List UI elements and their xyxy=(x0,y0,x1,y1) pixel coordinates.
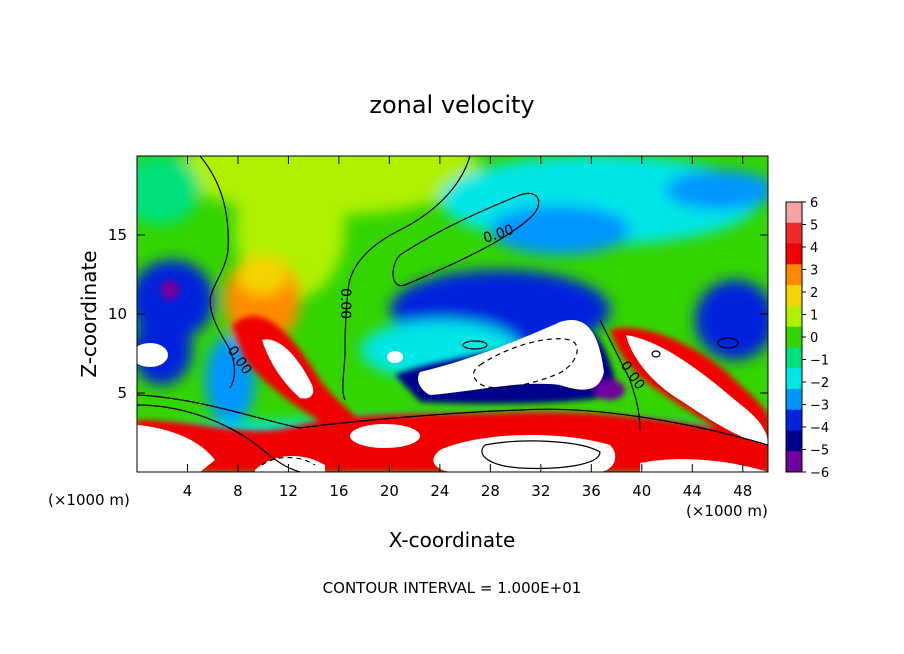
x-tick-label: 28 xyxy=(481,482,500,500)
white-region-bottom-mid xyxy=(350,424,420,448)
x-tick-label: 12 xyxy=(279,482,298,500)
colorbar-swatch xyxy=(786,243,802,265)
small-loop-right xyxy=(717,337,739,349)
colorbar-swatch xyxy=(786,430,802,452)
colorbar-label: 6 xyxy=(810,196,818,211)
x-tick-label: 16 xyxy=(329,482,348,500)
colorbar-label: 5 xyxy=(810,219,818,234)
colorbar-label: −5 xyxy=(810,444,829,459)
chart-title: zonal velocity xyxy=(369,91,534,119)
white-region-left-diagonal xyxy=(262,339,314,399)
upper-right-light-blue xyxy=(490,205,630,255)
zero-contour-center xyxy=(342,156,471,401)
white-region-right xyxy=(626,335,768,445)
dashed-loop-bottom xyxy=(261,456,316,466)
colorbar-swatch xyxy=(786,388,802,411)
small-loop-center xyxy=(462,340,488,350)
colorbar-label: 2 xyxy=(810,286,818,301)
x-axis: 4 8 12 16 20 24 28 32 36 40 44 48 xyxy=(183,156,752,500)
colorbar-label: −3 xyxy=(810,399,829,414)
white-region-bottom-left xyxy=(137,425,215,472)
colorbar-swatch xyxy=(786,347,802,369)
x-tick-label: 24 xyxy=(430,482,449,500)
colorbar-label: −6 xyxy=(810,466,829,481)
center-purple-spot xyxy=(595,380,625,400)
contour-interval-note: CONTOUR INTERVAL = 1.000E+01 xyxy=(323,579,582,597)
upper-right-blue xyxy=(665,170,768,210)
white-region-bottom-center xyxy=(433,434,616,472)
dashed-loop-center xyxy=(472,338,578,389)
colorbar-swatch xyxy=(786,368,802,390)
x-tick-label: 44 xyxy=(683,482,702,500)
x-tick-label: 8 xyxy=(233,482,243,500)
x-tick-label: 48 xyxy=(733,482,752,500)
white-region-small-center xyxy=(387,351,403,363)
colorbar-swatch xyxy=(786,285,802,307)
colorbar-swatch xyxy=(786,305,802,328)
x-tick-label: 40 xyxy=(632,482,651,500)
colorbar-swatch xyxy=(786,451,802,473)
x-axis-label: X-coordinate xyxy=(389,528,516,552)
small-loop-tiny xyxy=(651,350,661,358)
y-axis: 5 10 15 xyxy=(108,226,768,402)
contour-lines xyxy=(137,156,768,472)
zero-contour-right xyxy=(599,319,641,431)
white-region-far-left xyxy=(137,343,168,367)
y-tick-label: 10 xyxy=(108,305,127,323)
solid-loop-bottom-center xyxy=(481,440,601,469)
colorbar-swatch xyxy=(786,264,802,286)
velocity-field xyxy=(137,156,768,472)
colorbar: 6 5 4 3 2 1 0 −1 −2 −3 −4 −5 −6 xyxy=(785,196,829,481)
white-region-right-edge xyxy=(640,459,768,472)
zero-contour-lower-band2 xyxy=(137,404,301,472)
zero-contour-lower-band xyxy=(137,394,768,446)
mid-left-cyan xyxy=(205,335,255,425)
colorbar-label: 0 xyxy=(810,331,818,346)
y-tick-label: 5 xyxy=(117,384,127,402)
y-tick-label: 15 xyxy=(108,226,127,244)
colorbar-label: 3 xyxy=(810,264,818,279)
upper-left-cyan xyxy=(137,156,200,225)
colorbar-swatch xyxy=(786,326,802,348)
colorbar-swatch xyxy=(786,409,802,431)
contour-label-2: 0.00 xyxy=(337,288,353,319)
colorbar-swatch xyxy=(786,222,802,245)
x-tick-label: 32 xyxy=(531,482,550,500)
zero-contour-upper-loop xyxy=(392,192,540,287)
x-unit-left: (×1000 m) xyxy=(48,491,130,509)
y-axis-label: Z-coordinate xyxy=(77,250,101,377)
colorbar-label: 1 xyxy=(810,309,818,324)
colorbar-label: 4 xyxy=(810,241,818,256)
colorbar-swatch xyxy=(786,202,802,224)
right-blue-region xyxy=(695,280,768,360)
x-unit-right: (×1000 m) xyxy=(686,502,768,520)
colorbar-label: −1 xyxy=(810,354,829,369)
x-tick-label: 4 xyxy=(183,482,193,500)
zero-contour-left xyxy=(199,156,236,389)
x-tick-label: 20 xyxy=(380,482,399,500)
colorbar-label: −2 xyxy=(810,376,829,391)
x-tick-label: 36 xyxy=(582,482,601,500)
left-purple-spot xyxy=(160,280,180,300)
orange-plume-top xyxy=(237,255,287,295)
colorbar-label: −4 xyxy=(810,421,829,436)
